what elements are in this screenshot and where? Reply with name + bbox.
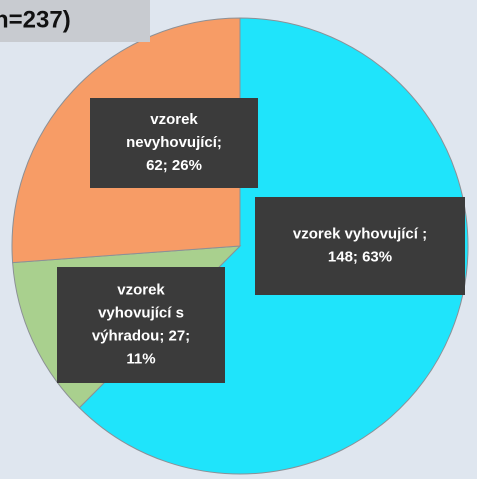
data-label: vzorek vyhovující ; (293, 225, 427, 242)
data-label: 148; 63% (328, 248, 392, 265)
data-label-box (57, 267, 225, 383)
data-label: 62; 26% (146, 157, 202, 174)
title-box (0, 0, 150, 42)
labels: vzorek vyhovující ; 148; 63% vzorek vyhovuj… (57, 98, 465, 383)
data-label: vzorek (150, 111, 198, 128)
data-label-box (255, 197, 465, 295)
data-label: nevyhovující; (126, 134, 222, 151)
data-label: vyhovující s (98, 304, 184, 321)
data-label: 11% (126, 350, 155, 367)
data-label: vzorek (117, 281, 165, 298)
data-label-box (90, 98, 258, 188)
chart-title: n=237) (0, 6, 71, 33)
data-label: výhradou; 27; (92, 327, 190, 344)
